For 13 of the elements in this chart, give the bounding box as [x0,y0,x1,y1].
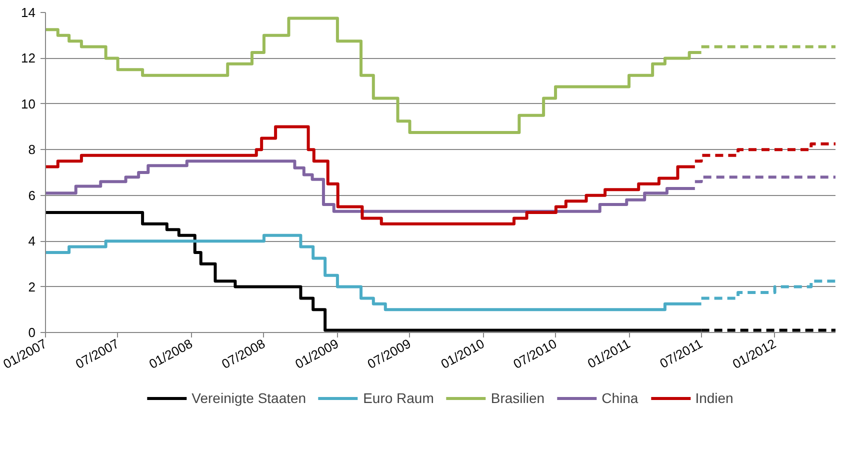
legend-label: Euro Raum [363,390,434,406]
y-tick-label: 12 [21,50,36,66]
y-tick-label: 6 [28,188,36,203]
y-tick-label: 2 [28,279,36,294]
y-tick-label: 4 [28,234,36,249]
y-tick-label: 8 [28,142,36,158]
y-tick-label: 0 [28,325,36,340]
legend-label: Indien [695,390,734,406]
legend-label: Brasilien [490,390,545,406]
legend-label: China [602,390,638,406]
y-tick-label: 10 [21,96,36,112]
legend-label: Vereinigte Staaten [192,390,306,406]
y-tick-label: 14 [21,5,36,20]
